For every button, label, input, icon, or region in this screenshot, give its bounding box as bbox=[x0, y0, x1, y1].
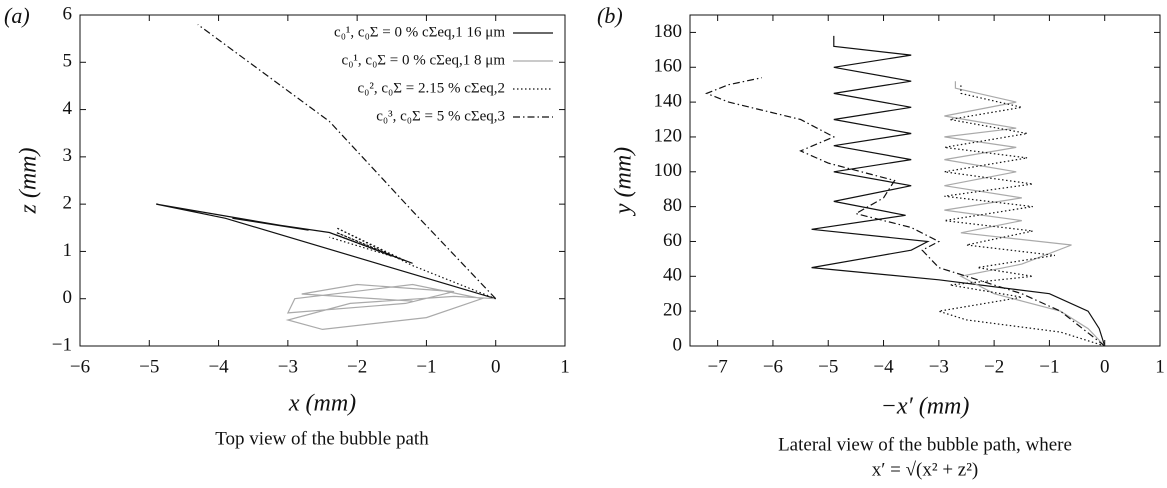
y-tick-label: 5 bbox=[63, 51, 73, 72]
caption: Lateral view of the bubble path, where bbox=[778, 434, 1072, 455]
series-line bbox=[329, 227, 496, 300]
x-tick-label: −1 bbox=[1039, 356, 1059, 377]
x-axis-label: x (mm) bbox=[288, 391, 356, 417]
x-tick-label: −4 bbox=[208, 356, 229, 377]
y-tick-label: 160 bbox=[654, 56, 683, 77]
panel-label: (b) bbox=[597, 3, 623, 28]
x-tick-label: −5 bbox=[818, 356, 838, 377]
y-tick-label: 4 bbox=[63, 98, 73, 119]
y-tick-label: 40 bbox=[663, 265, 682, 286]
series-line bbox=[944, 81, 1106, 347]
x-tick-label: 1 bbox=[560, 356, 570, 377]
panel-label: (a) bbox=[4, 3, 30, 28]
x-tick-label: 0 bbox=[491, 356, 501, 377]
caption: Top view of the bubble path bbox=[215, 428, 429, 449]
legend-label: c₀³, c₀Σ = 5 % cΣeq,3 bbox=[376, 108, 505, 124]
x-tick-label: −4 bbox=[873, 356, 894, 377]
x-tick-label: 0 bbox=[1100, 356, 1110, 377]
y-tick-label: 2 bbox=[63, 193, 73, 214]
x-tick-label: −3 bbox=[278, 356, 298, 377]
y-tick-label: −1 bbox=[52, 334, 72, 355]
y-axis-label: y (mm) bbox=[611, 147, 637, 216]
caption: x′ = √(x² + z²) bbox=[872, 459, 979, 480]
series-line bbox=[704, 77, 1106, 347]
x-axis-label: −x′ (mm) bbox=[881, 394, 970, 420]
series-line bbox=[197, 24, 497, 300]
legend-label: c₀², c₀Σ = 2.15 % cΣeq,2 bbox=[357, 80, 505, 96]
legend-label: c₀¹, c₀Σ = 0 % cΣeq,1 16 μm bbox=[334, 24, 505, 40]
y-tick-label: 6 bbox=[63, 3, 73, 24]
y-tick-label: 0 bbox=[673, 334, 683, 355]
x-tick-label: −2 bbox=[984, 356, 1004, 377]
y-tick-label: 1 bbox=[63, 240, 73, 261]
series-line bbox=[811, 35, 1106, 347]
x-tick-label: −2 bbox=[347, 356, 367, 377]
x-tick-label: −6 bbox=[70, 356, 90, 377]
y-tick-label: 100 bbox=[654, 160, 683, 181]
legend-label: c₀¹, c₀Σ = 0 % cΣeq,1 8 μm bbox=[342, 52, 506, 68]
y-tick-label: 20 bbox=[663, 300, 682, 321]
y-tick-label: 140 bbox=[654, 90, 683, 111]
x-tick-label: −5 bbox=[139, 356, 159, 377]
x-tick-label: −3 bbox=[929, 356, 949, 377]
y-tick-label: 0 bbox=[63, 287, 73, 308]
y-axis-label: z (mm) bbox=[16, 148, 42, 215]
y-tick-label: 180 bbox=[654, 21, 683, 42]
y-tick-label: 80 bbox=[663, 195, 682, 216]
y-tick-label: 60 bbox=[663, 230, 682, 251]
series-line bbox=[156, 203, 496, 300]
x-tick-label: −6 bbox=[763, 356, 783, 377]
y-tick-label: 120 bbox=[654, 125, 683, 146]
y-tick-label: 3 bbox=[63, 145, 73, 166]
x-tick-label: −7 bbox=[708, 356, 728, 377]
x-tick-label: −1 bbox=[416, 356, 436, 377]
series-line bbox=[285, 283, 496, 331]
plot-frame bbox=[79, 14, 566, 347]
plot-frame bbox=[689, 14, 1161, 347]
x-tick-label: 1 bbox=[1155, 356, 1165, 377]
